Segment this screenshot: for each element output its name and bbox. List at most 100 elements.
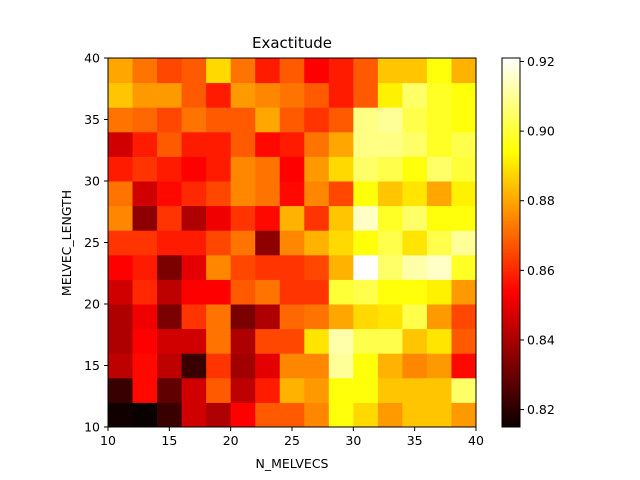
y-tick-label: 40 (84, 51, 100, 66)
heatmap-cell (353, 107, 379, 133)
heatmap-cell (206, 156, 232, 182)
heatmap-cell (108, 181, 134, 207)
heatmap-cell (451, 328, 477, 354)
heatmap-cell (181, 254, 207, 280)
heatmap-cell (377, 58, 403, 84)
heatmap-cell (108, 353, 134, 379)
heatmap-cell (377, 328, 403, 354)
heatmap-cell (304, 107, 330, 133)
heatmap-cell (108, 279, 134, 305)
x-tick-label: 40 (468, 433, 484, 448)
heatmap-cell (426, 82, 452, 108)
heatmap-cell (206, 328, 232, 354)
heatmap-cell (402, 230, 428, 256)
heatmap-cell (230, 353, 256, 379)
y-axis-label: MELVEC_LENGTH (59, 190, 74, 296)
heatmap-cell (328, 328, 354, 354)
heatmap-cell (304, 279, 330, 305)
heatmap-cell (181, 131, 207, 157)
heatmap-cell (353, 181, 379, 207)
heatmap-cell (377, 107, 403, 133)
heatmap-cell (206, 353, 232, 379)
heatmap-cell (328, 230, 354, 256)
heatmap-cell (108, 82, 134, 108)
heatmap-cell (304, 328, 330, 354)
heatmap-cell (402, 156, 428, 182)
heatmap-cell (181, 279, 207, 305)
heatmap-cell (377, 205, 403, 231)
heatmap-cell (108, 131, 134, 157)
heatmap-cell (402, 402, 428, 428)
heatmap-cell (181, 181, 207, 207)
colorbar-ticks: 0.82 0.84 0.86 0.88 0.90 0.92 (520, 54, 555, 417)
heatmap-cell (279, 131, 305, 157)
heatmap-cell (304, 377, 330, 403)
heatmap-cell (304, 254, 330, 280)
heatmap-cell (255, 58, 281, 84)
heatmap-cell (132, 58, 158, 84)
heatmap-cell (132, 230, 158, 256)
heatmap-cell (132, 402, 158, 428)
heatmap-cell (157, 58, 183, 84)
heatmap-cell (328, 304, 354, 330)
heatmap-cell (206, 230, 232, 256)
heatmap-cell (157, 353, 183, 379)
heatmap-cell (157, 304, 183, 330)
heatmap-cell (181, 58, 207, 84)
heatmap-cell (255, 353, 281, 379)
heatmap-cell (377, 304, 403, 330)
colorbar-tick-label: 0.86 (527, 263, 555, 278)
heatmap-cell (157, 107, 183, 133)
heatmap-cell (279, 353, 305, 379)
heatmap-cell (230, 402, 256, 428)
heatmap-cell (353, 58, 379, 84)
heatmap-cell (230, 205, 256, 231)
heatmap-cell (328, 205, 354, 231)
heatmap-cell (328, 279, 354, 305)
y-tick-label: 15 (84, 358, 100, 373)
heatmap-cell (132, 156, 158, 182)
heatmap-cell (181, 156, 207, 182)
heatmap-cell (451, 205, 477, 231)
heatmap-cell (353, 230, 379, 256)
heatmap-cell (426, 279, 452, 305)
heatmap-cell (304, 58, 330, 84)
heatmap-cell (279, 230, 305, 256)
heatmap-cell (132, 328, 158, 354)
heatmap-cell (132, 279, 158, 305)
heatmap-cell (206, 82, 232, 108)
heatmap-cell (132, 254, 158, 280)
heatmap-cell (206, 107, 232, 133)
heatmap-cell (181, 402, 207, 428)
heatmap-cell (157, 156, 183, 182)
heatmap-cell (353, 353, 379, 379)
heatmap-cell (353, 328, 379, 354)
heatmap-cell (353, 156, 379, 182)
heatmap-cell (451, 156, 477, 182)
heatmap-cell (157, 402, 183, 428)
heatmap-cell (377, 279, 403, 305)
heatmap-cell (402, 82, 428, 108)
heatmap-cell (157, 230, 183, 256)
heatmap-cell (132, 107, 158, 133)
heatmap-cell (377, 156, 403, 182)
x-tick-label: 35 (407, 433, 423, 448)
heatmap-cell (181, 82, 207, 108)
heatmap-cell (426, 304, 452, 330)
heatmap-cell (279, 58, 305, 84)
heatmap-cell (255, 230, 281, 256)
heatmap-cell (279, 377, 305, 403)
x-tick-label: 15 (161, 433, 177, 448)
heatmap-cell (328, 131, 354, 157)
heatmap-cell (255, 377, 281, 403)
heatmap-cell (230, 230, 256, 256)
heatmap-cell (255, 82, 281, 108)
heatmap-cell (353, 254, 379, 280)
heatmap-cell (230, 279, 256, 305)
heatmap-cell (279, 156, 305, 182)
heatmap-cell (206, 402, 232, 428)
heatmap-cell (255, 254, 281, 280)
heatmap-cell (108, 304, 134, 330)
heatmap-cell (426, 156, 452, 182)
